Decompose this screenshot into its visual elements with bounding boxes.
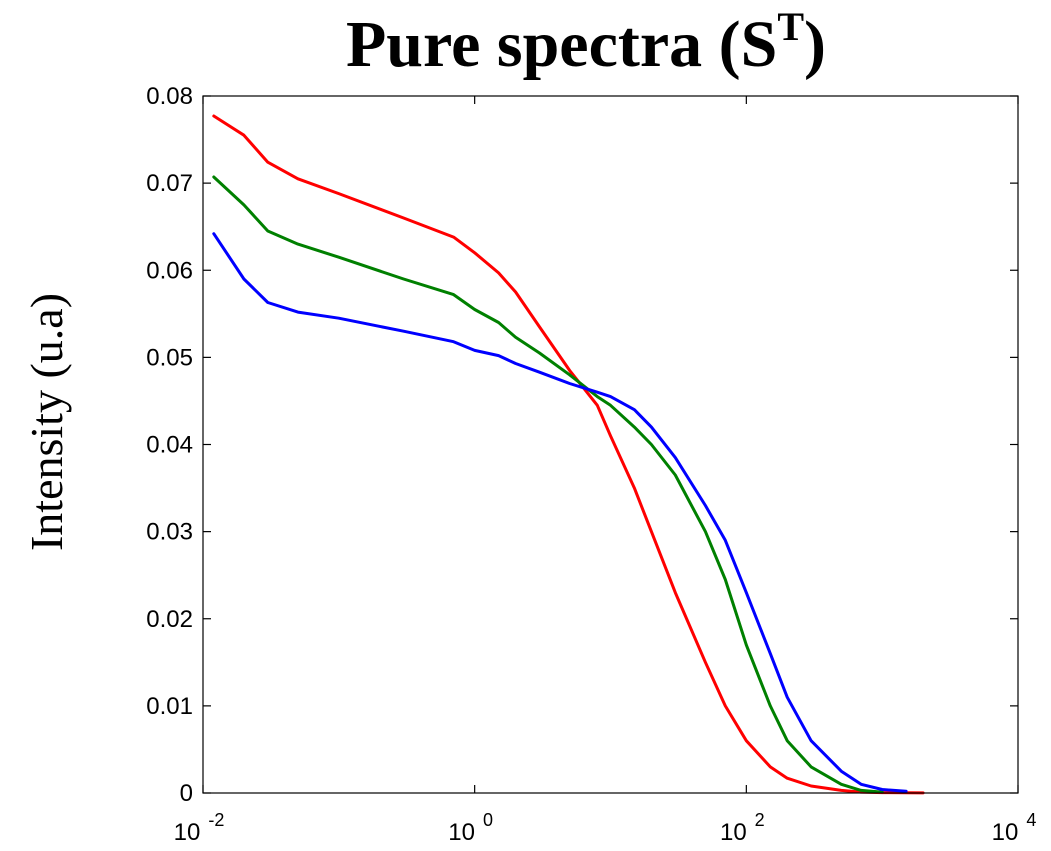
y-tick-label: 0.05 xyxy=(146,344,193,371)
series-line-2 xyxy=(212,175,884,794)
y-tick-label: 0 xyxy=(180,780,193,807)
chart-title-close: ) xyxy=(804,8,826,81)
x-tick-exponent: 4 xyxy=(1021,810,1036,830)
chart-title-superscript: T xyxy=(777,4,804,49)
x-tick-base: 10 xyxy=(174,819,201,846)
y-tick-label: 0.07 xyxy=(146,170,193,197)
x-tick-base: 10 xyxy=(992,819,1019,846)
y-tick-label: 0.03 xyxy=(146,519,193,546)
x-tick-base: 10 xyxy=(448,819,475,846)
x-tick-label: 10 4 xyxy=(992,810,1037,846)
x-tick-exponent: 2 xyxy=(750,810,765,830)
chart-title: Pure spectra (ST) xyxy=(346,4,826,81)
y-tick-label: 0.08 xyxy=(146,83,193,110)
y-tick-label: 0.04 xyxy=(146,432,193,459)
series-line-3 xyxy=(212,232,908,793)
y-axis: 0 0.01 0.02 0.03 0.04 0.05 0.06 0.07 0.08 xyxy=(146,83,1018,807)
series-layer xyxy=(212,114,925,795)
plot-frame xyxy=(202,95,1019,794)
chart-title-main: Pure spectra (S xyxy=(346,8,777,81)
x-tick-label: 10 -2 xyxy=(174,810,225,846)
y-tick-label: 0.02 xyxy=(146,606,193,633)
x-tick-exponent: -2 xyxy=(203,810,224,830)
y-tick-label: 0.01 xyxy=(146,693,193,720)
x-tick-label: 10 0 xyxy=(448,810,493,846)
y-tick-label: 0.06 xyxy=(146,257,193,284)
x-axis: 10 -2 10 0 10 2 10 4 xyxy=(174,96,1037,846)
x-tick-base: 10 xyxy=(720,819,747,846)
y-axis-label: Intensity (u.a) xyxy=(21,293,72,551)
x-tick-label: 10 2 xyxy=(720,810,765,846)
series-line-1 xyxy=(212,114,925,795)
x-tick-exponent: 0 xyxy=(478,810,493,830)
